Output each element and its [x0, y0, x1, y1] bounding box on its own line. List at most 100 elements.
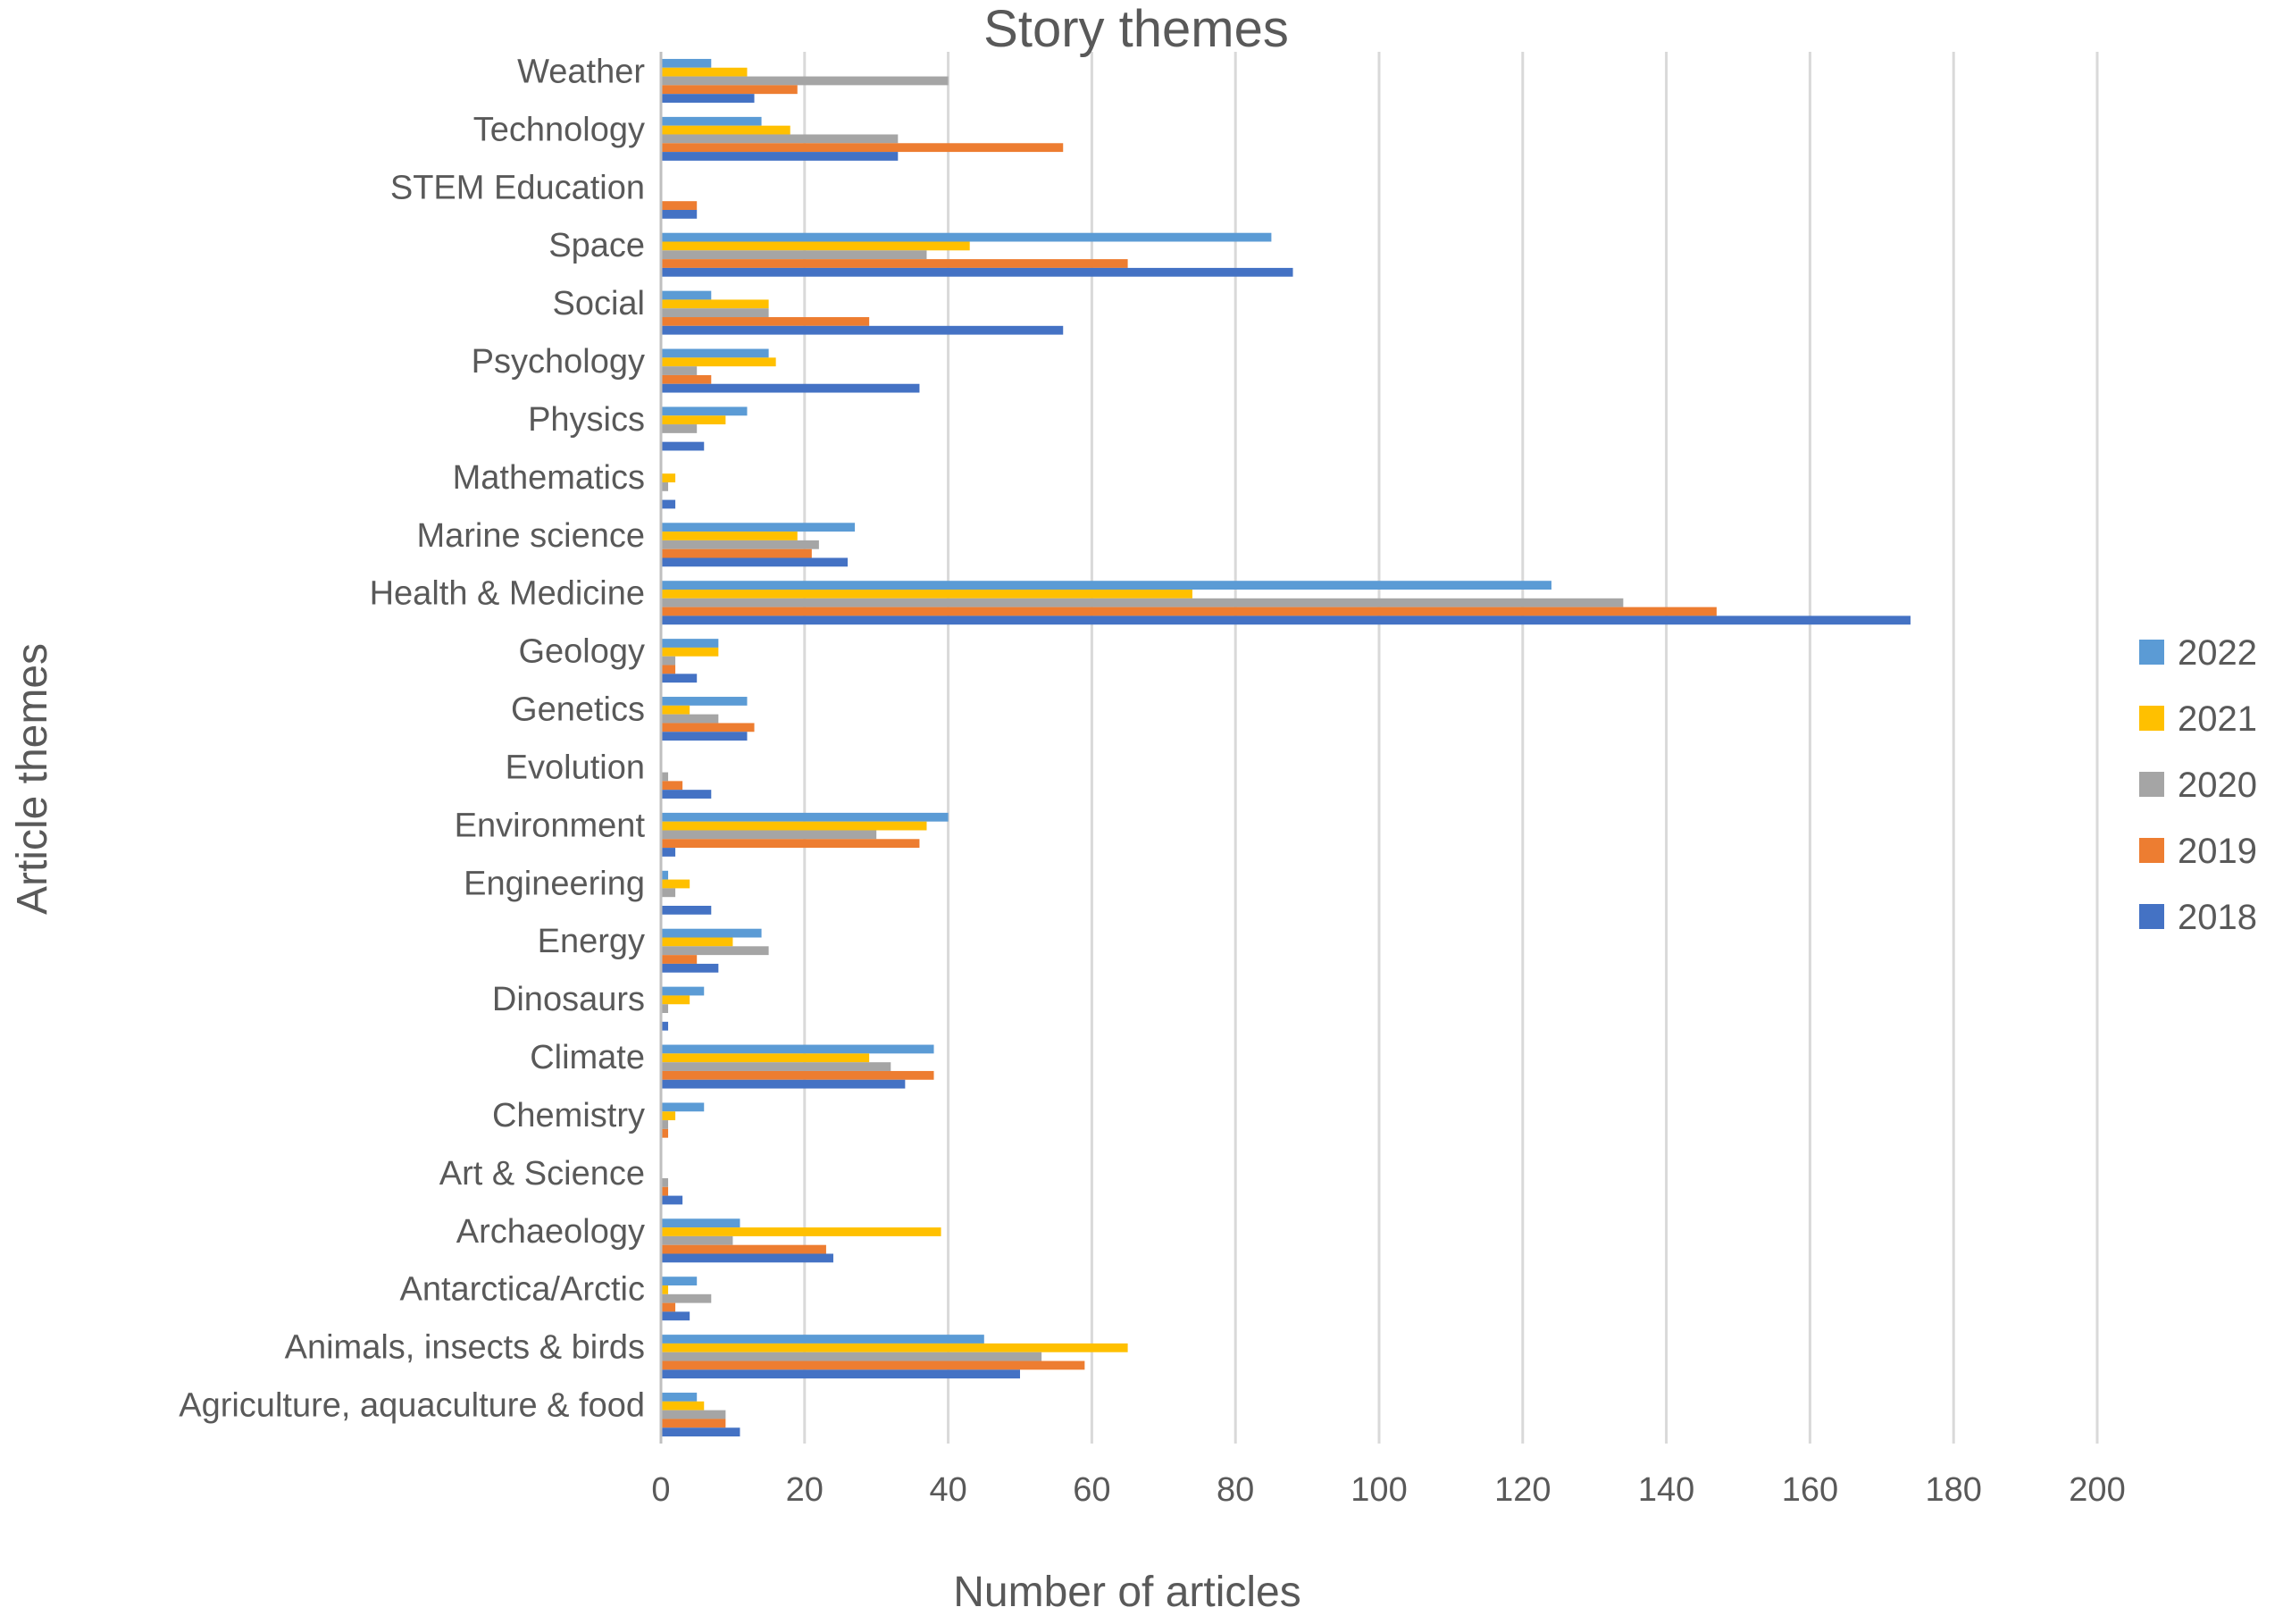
y-axis-title: Article themes — [9, 643, 56, 915]
bar-2022-agriculture-aquaculture-food — [661, 1393, 698, 1402]
bar-2020-energy — [661, 946, 769, 956]
bar-2022-marine-science — [661, 523, 856, 532]
bar-2022-weather — [661, 58, 712, 68]
bar-2020-weather — [661, 76, 949, 86]
bar-2019-chemistry — [661, 1128, 669, 1138]
bar-2019-art-science — [661, 1186, 669, 1196]
bar-2022-chemistry — [661, 1102, 705, 1112]
bar-2019-marine-science — [661, 548, 812, 558]
bar-2020-chemistry — [661, 1120, 669, 1129]
y-category-label: Marine science — [416, 517, 645, 555]
bar-2019-antarctica-arctic — [661, 1302, 676, 1312]
bars — [661, 58, 1911, 1437]
bar-2019-geology — [661, 665, 676, 674]
y-category-label: Dinosaurs — [492, 981, 645, 1018]
x-tick-label: 120 — [1494, 1471, 1551, 1509]
y-category-label: Health & Medicine — [370, 575, 645, 613]
bar-2018-geology — [661, 674, 698, 683]
y-category-label: Geology — [518, 633, 645, 671]
bar-2022-dinosaurs — [661, 986, 705, 996]
bar-2022-psychology — [661, 348, 769, 358]
bar-2020-genetics — [661, 714, 719, 724]
bar-2018-animals-insects-birds — [661, 1369, 1020, 1379]
x-tick-label: 0 — [651, 1471, 670, 1509]
x-tick-label: 200 — [2069, 1471, 2125, 1509]
y-category-label: Energy — [538, 923, 645, 960]
bar-2018-engineering — [661, 905, 712, 915]
bar-2018-technology — [661, 152, 899, 161]
y-category-label: Environment — [455, 807, 646, 844]
y-category-label: STEM Education — [390, 169, 645, 206]
bar-2018-space — [661, 267, 1293, 277]
bar-2020-archaeology — [661, 1235, 733, 1245]
bar-2021-mathematics — [661, 473, 676, 482]
bar-2019-genetics — [661, 723, 755, 732]
bar-2021-psychology — [661, 357, 776, 367]
bar-2018-antarctica-arctic — [661, 1311, 690, 1321]
legend-swatch-2021 — [2139, 706, 2164, 731]
y-category-label: Climate — [530, 1039, 645, 1076]
bar-2018-energy — [661, 963, 719, 973]
y-category-label: Social — [553, 285, 646, 322]
legend-label-2022: 2022 — [2178, 633, 2257, 673]
bar-2022-geology — [661, 639, 719, 648]
x-tick-label: 80 — [1217, 1471, 1254, 1509]
bar-2019-climate — [661, 1070, 934, 1080]
bar-2021-weather — [661, 67, 748, 77]
y-category-label: Animals, insects & birds — [285, 1329, 645, 1367]
bar-2020-technology — [661, 134, 899, 144]
legend-swatch-2020 — [2139, 772, 2164, 797]
x-tick-label: 140 — [1638, 1471, 1694, 1509]
bar-2018-agriculture-aquaculture-food — [661, 1427, 740, 1437]
bar-2019-weather — [661, 85, 798, 95]
bar-2022-genetics — [661, 697, 748, 706]
x-tick-label: 20 — [786, 1471, 824, 1509]
legend-label-2018: 2018 — [2178, 898, 2257, 937]
bar-2021-social — [661, 299, 769, 309]
bar-2022-archaeology — [661, 1218, 740, 1228]
x-tick-label: 160 — [1782, 1471, 1838, 1509]
bar-2021-technology — [661, 125, 790, 135]
x-tick-label: 40 — [929, 1471, 966, 1509]
bar-2021-animals-insects-birds — [661, 1343, 1128, 1352]
bar-2021-environment — [661, 821, 927, 831]
bar-2019-evolution — [661, 781, 683, 791]
bar-2018-evolution — [661, 790, 712, 799]
bar-2018-marine-science — [661, 557, 849, 567]
bar-2022-climate — [661, 1044, 934, 1054]
y-category-label: Psychology — [472, 343, 645, 381]
y-category-label: Technology — [473, 111, 645, 148]
x-tick-label: 60 — [1073, 1471, 1110, 1509]
y-category-label: Archaeology — [456, 1213, 645, 1251]
bar-2021-physics — [661, 415, 726, 425]
bar-2021-health-medicine — [661, 590, 1192, 599]
bar-2018-health-medicine — [661, 615, 1911, 625]
bar-2022-technology — [661, 116, 762, 126]
bar-2019-environment — [661, 839, 920, 849]
bar-2020-art-science — [661, 1177, 669, 1187]
bar-2020-antarctica-arctic — [661, 1293, 712, 1303]
bar-2018-physics — [661, 441, 705, 451]
y-category-label: Art & Science — [439, 1155, 645, 1193]
bar-2021-dinosaurs — [661, 995, 690, 1005]
legend: 2022 2021 2020 2019 2018 — [2139, 633, 2257, 937]
bar-2019-social — [661, 317, 870, 326]
bar-2019-stem-education — [661, 201, 698, 210]
bar-2019-space — [661, 259, 1128, 268]
bar-2018-art-science — [661, 1195, 683, 1205]
bar-2018-genetics — [661, 732, 748, 741]
bar-2018-mathematics — [661, 499, 676, 509]
bar-2021-genetics — [661, 705, 690, 715]
y-category-label: Space — [548, 227, 645, 264]
y-category-label: Agriculture, aquaculture & food — [179, 1387, 645, 1425]
bar-2018-psychology — [661, 383, 920, 393]
bar-2018-dinosaurs — [661, 1021, 669, 1031]
y-category-label: Physics — [528, 401, 645, 439]
chart-title: Story themes — [983, 0, 1289, 58]
bar-2020-environment — [661, 830, 877, 840]
bar-2019-technology — [661, 143, 1064, 153]
legend-swatch-2018 — [2139, 904, 2164, 929]
bar-2020-physics — [661, 424, 698, 433]
